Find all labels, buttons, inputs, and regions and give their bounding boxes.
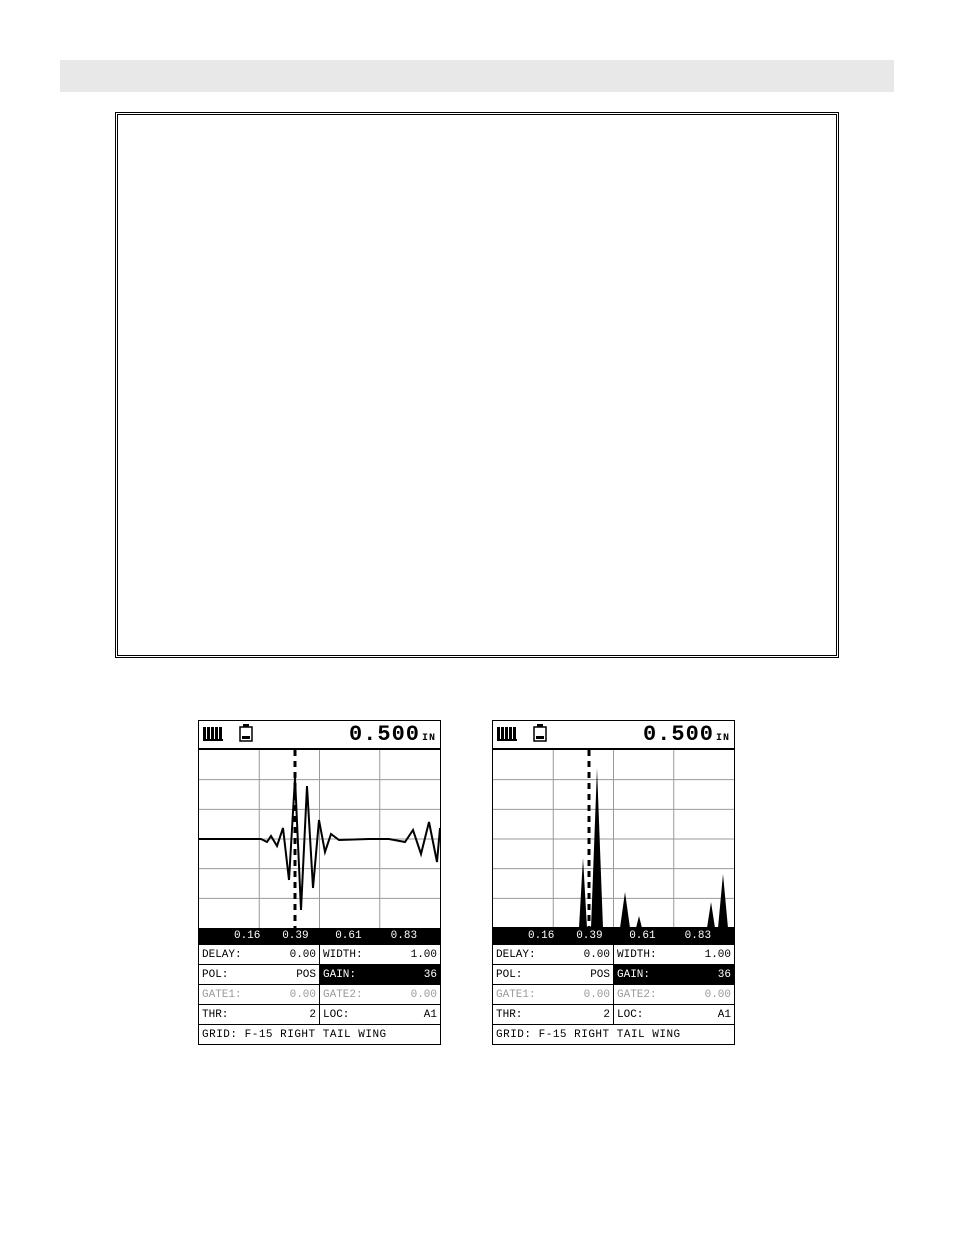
x-tick: 0.61: [629, 930, 655, 942]
param-delay[interactable]: DELAY:0.00: [493, 945, 614, 964]
signal-icon: [203, 725, 235, 745]
header-bar: [60, 60, 894, 92]
param-pol[interactable]: POL:POS: [199, 965, 320, 984]
thickness-reading: 0.500IN: [349, 722, 436, 747]
param-delay[interactable]: DELAY:0.00: [199, 945, 320, 964]
x-tick: 0.83: [391, 930, 417, 942]
x-tick: 0.39: [282, 930, 308, 942]
gauge-display-rf: 0.500IN 0.16 0.39 0.61 0.83 DELAY:0.00 WIDT…: [198, 720, 441, 1045]
param-gate2[interactable]: GATE2:0.00: [614, 985, 734, 1004]
x-tick: 0.16: [234, 930, 260, 942]
x-tick: 0.39: [576, 930, 602, 942]
battery-icon: [533, 724, 547, 746]
param-gain[interactable]: GAIN:36: [320, 965, 440, 984]
reading-unit: IN: [422, 733, 436, 744]
reading-value: 0.500: [643, 722, 714, 747]
battery-icon: [239, 724, 253, 746]
x-tick: 0.83: [685, 930, 711, 942]
param-width[interactable]: WIDTH:1.00: [320, 945, 440, 964]
param-pol[interactable]: POL:POS: [493, 965, 614, 984]
param-loc[interactable]: LOC:A1: [614, 1005, 734, 1024]
param-gate2[interactable]: GATE2:0.00: [320, 985, 440, 1004]
gauge-display-rect: 0.500IN 0.16 0.39 0.61 0.83 DELAY:0.00 WIDT…: [492, 720, 735, 1045]
x-tick: 0.61: [335, 930, 361, 942]
param-width[interactable]: WIDTH:1.00: [614, 945, 734, 964]
param-loc[interactable]: LOC:A1: [320, 1005, 440, 1024]
param-thr[interactable]: THR:2: [493, 1005, 614, 1024]
param-gain[interactable]: GAIN:36: [614, 965, 734, 984]
param-gate1[interactable]: GATE1:0.00: [493, 985, 614, 1004]
signal-icon: [497, 725, 529, 745]
reading-value: 0.500: [349, 722, 420, 747]
thickness-reading: 0.500IN: [643, 722, 730, 747]
x-axis: 0.16 0.39 0.61 0.83: [198, 928, 441, 944]
param-gate1[interactable]: GATE1:0.00: [199, 985, 320, 1004]
reading-unit: IN: [716, 733, 730, 744]
param-grid-name[interactable]: GRID: F-15 RIGHT TAIL WING: [493, 1024, 734, 1044]
waveform-plot-rf: [198, 750, 441, 928]
parameter-grid: DELAY:0.00 WIDTH:1.00 POL:POS GAIN:36 GA…: [492, 944, 735, 1045]
waveform-plot-rect: [492, 750, 735, 928]
content-frame: [115, 112, 839, 658]
param-grid-name[interactable]: GRID: F-15 RIGHT TAIL WING: [199, 1024, 440, 1044]
param-thr[interactable]: THR:2: [199, 1005, 320, 1024]
x-axis: 0.16 0.39 0.61 0.83: [492, 928, 735, 944]
parameter-grid: DELAY:0.00 WIDTH:1.00 POL:POS GAIN:36 GA…: [198, 944, 441, 1045]
x-tick: 0.16: [528, 930, 554, 942]
